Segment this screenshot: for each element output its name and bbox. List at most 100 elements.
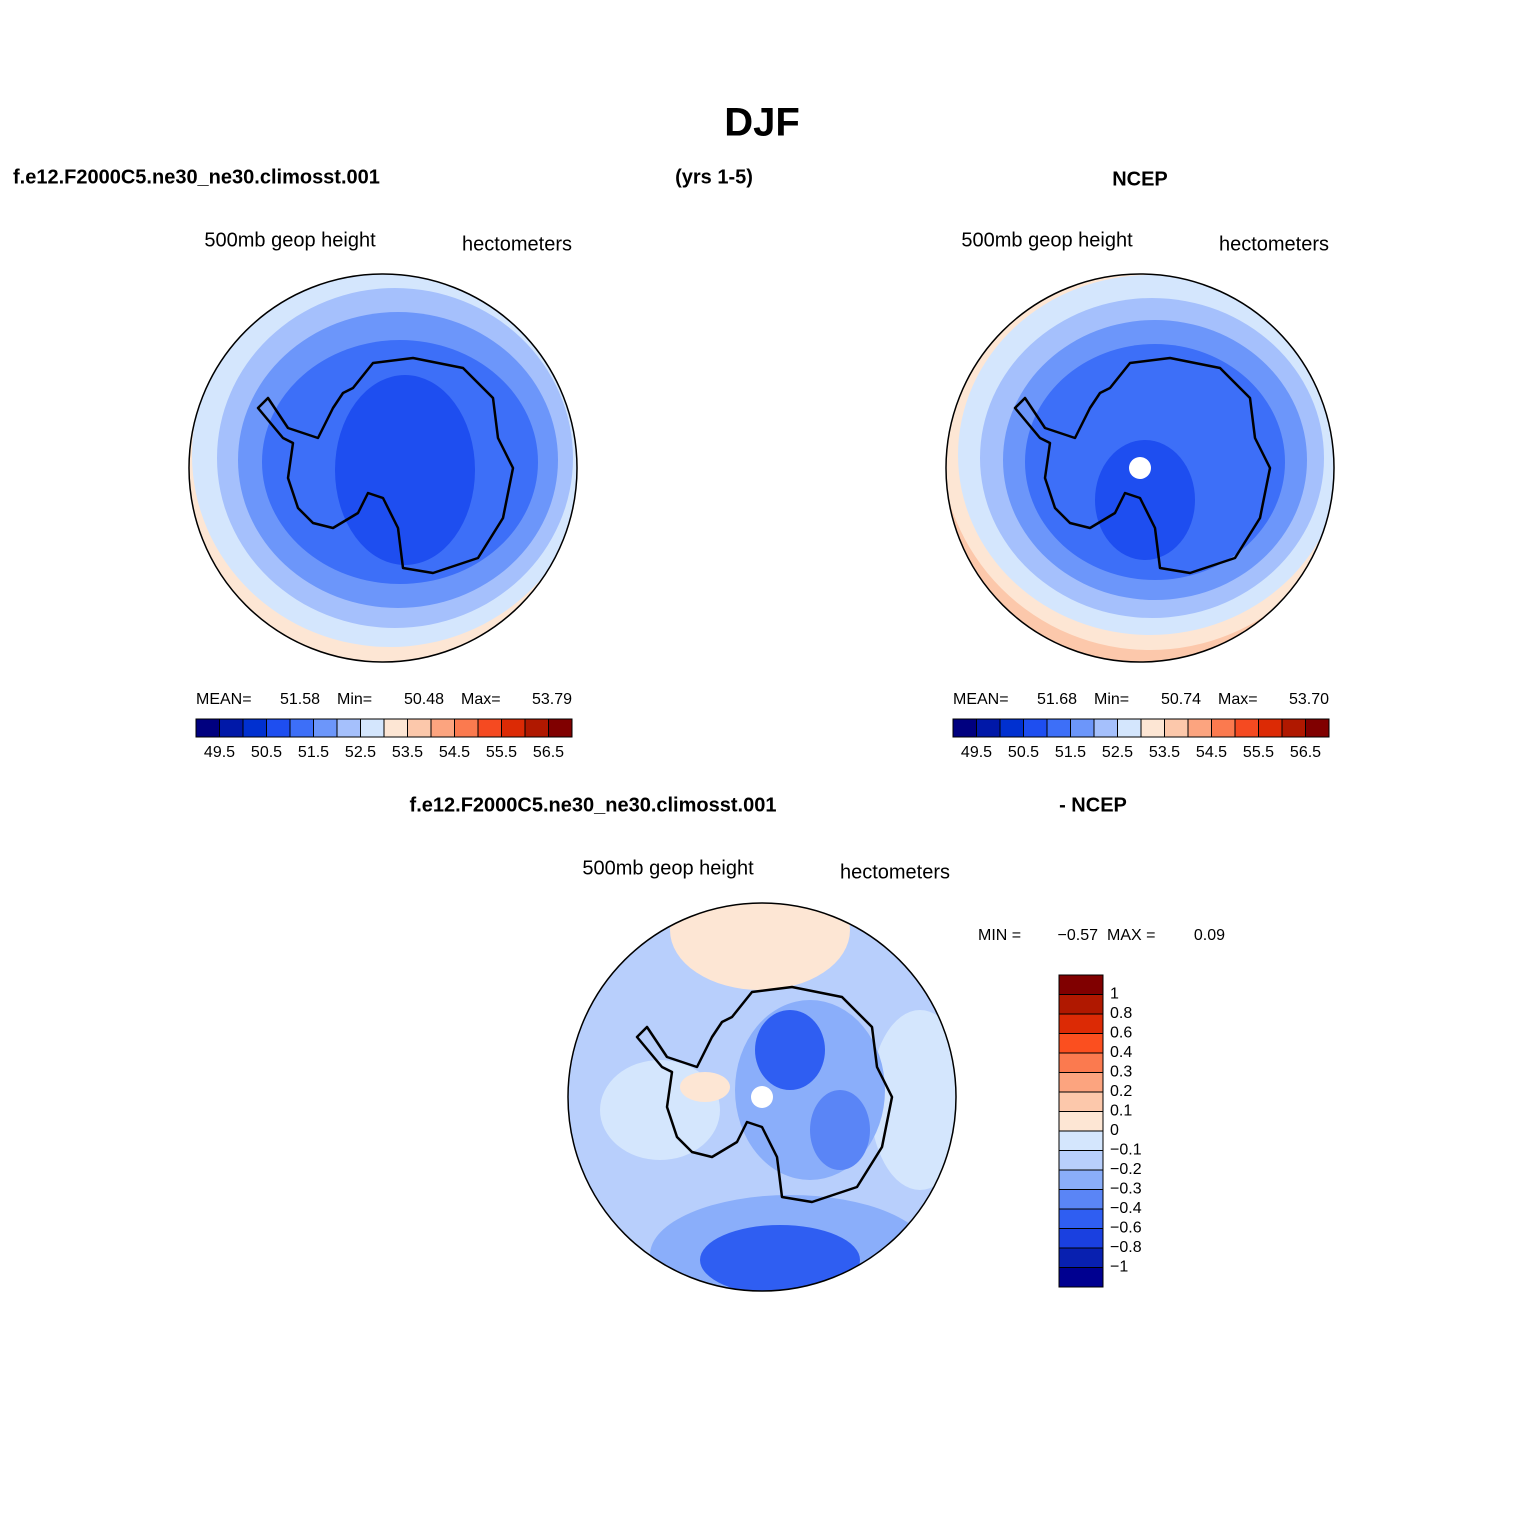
colorbar-label: 51.5 <box>298 744 329 761</box>
panel-header: (yrs 1-5) <box>675 166 753 188</box>
colorbar-box <box>1058 1150 1104 1171</box>
colorbar-label: 53.5 <box>1149 744 1180 761</box>
colorbar-box <box>548 718 573 738</box>
map-border <box>567 902 957 1292</box>
panel-header: - NCEP <box>1059 794 1127 816</box>
colorbar-box <box>1093 718 1118 738</box>
colorbar-label: 51.5 <box>1055 744 1086 761</box>
contour-map <box>189 274 577 662</box>
colorbar-box <box>407 718 432 738</box>
map-border <box>188 273 578 663</box>
colorbar-box <box>952 718 977 738</box>
colorbar-box <box>1046 718 1071 738</box>
stat-label: Min= <box>1094 691 1129 708</box>
colorbar-box <box>1305 718 1330 738</box>
variable-label: 500mb geop height <box>582 857 754 879</box>
colorbar-box <box>524 718 549 738</box>
colorbar-box <box>1140 718 1165 738</box>
colorbar-box <box>1058 1169 1104 1190</box>
colorbar-box <box>336 718 361 738</box>
colorbar-box <box>1058 1247 1104 1268</box>
colorbar-label: 1 <box>1110 986 1119 1003</box>
contour-map <box>946 274 1334 662</box>
colorbar-label: 0.2 <box>1110 1083 1132 1100</box>
contour-fill <box>1095 440 1195 560</box>
stat-label: MEAN= <box>196 691 252 708</box>
colorbar-label: 54.5 <box>1196 744 1227 761</box>
colorbar-box <box>1258 718 1283 738</box>
colorbar-label: 0.8 <box>1110 1005 1132 1022</box>
contour-fill <box>700 1225 860 1291</box>
contour-fill <box>810 1090 870 1170</box>
colorbar-label: 0 <box>1110 1122 1119 1139</box>
stat-value: 51.58 <box>280 691 320 708</box>
colorbar-label: −1 <box>1110 1259 1128 1276</box>
colorbar-label: −0.8 <box>1110 1239 1142 1256</box>
colorbar-box <box>1058 1033 1104 1054</box>
stat-label: MAX = <box>1107 927 1155 944</box>
colorbar-label: −0.4 <box>1110 1200 1142 1217</box>
panel-header: f.e12.F2000C5.ne30_ne30.climosst.001 <box>13 166 380 188</box>
colorbar-label: −0.6 <box>1110 1220 1142 1237</box>
colorbar-box <box>1117 718 1142 738</box>
colorbar-label: 49.5 <box>961 744 992 761</box>
units-label: hectometers <box>462 233 572 255</box>
colorbar-box <box>1164 718 1189 738</box>
stat-label: MIN = <box>978 927 1021 944</box>
colorbar-box <box>454 718 479 738</box>
colorbar-box <box>1058 1013 1104 1034</box>
colorbar-box <box>477 718 502 738</box>
colorbar-label: 54.5 <box>439 744 470 761</box>
colorbar-box <box>195 718 220 738</box>
colorbar-box <box>242 718 267 738</box>
colorbar-label: 55.5 <box>486 744 517 761</box>
stat-value: 50.74 <box>1161 691 1201 708</box>
pole-mask <box>1129 457 1151 479</box>
stat-label: Max= <box>1218 691 1258 708</box>
colorbar-box <box>999 718 1024 738</box>
colorbar-label: 52.5 <box>1102 744 1133 761</box>
colorbar-box <box>360 718 385 738</box>
colorbar-label: 0.6 <box>1110 1025 1132 1042</box>
colorbar-box <box>219 718 244 738</box>
colorbar-box <box>976 718 1001 738</box>
colorbar-box <box>1070 718 1095 738</box>
stat-value: 50.48 <box>404 691 444 708</box>
colorbar-box <box>1187 718 1212 738</box>
colorbar-box <box>430 718 455 738</box>
colorbar-label: −0.3 <box>1110 1181 1142 1198</box>
stat-value: −0.57 <box>1058 927 1099 944</box>
colorbar-label: 49.5 <box>204 744 235 761</box>
colorbar-box <box>1058 1072 1104 1093</box>
colorbar-label: 50.5 <box>1008 744 1039 761</box>
contour-fill <box>680 1072 730 1102</box>
colorbar-box <box>1058 1189 1104 1210</box>
colorbar-label: 0.1 <box>1110 1103 1132 1120</box>
contour-fill <box>755 1010 825 1090</box>
colorbar-label: 53.5 <box>392 744 423 761</box>
colorbar-box <box>266 718 291 738</box>
colorbar-box <box>313 718 338 738</box>
pole-mask <box>751 1086 773 1108</box>
contour-fill <box>670 903 850 990</box>
variable-label: 500mb geop height <box>961 229 1133 251</box>
colorbar-label: 56.5 <box>1290 744 1321 761</box>
colorbar-label: −0.2 <box>1110 1161 1142 1178</box>
colorbar-box <box>1058 1267 1104 1288</box>
panel-header: NCEP <box>1112 168 1168 190</box>
colorbar-box <box>1058 974 1104 995</box>
colorbar-label: 56.5 <box>533 744 564 761</box>
map-border <box>945 273 1335 663</box>
annotations: MEAN= 51.58 Min= 50.48 Max= 53.79 49.5 50.5 51.5… <box>195 691 1330 1288</box>
stat-value: 51.68 <box>1037 691 1077 708</box>
colorbar-box <box>1058 1111 1104 1132</box>
contour-fill <box>335 375 475 565</box>
title: DJF <box>724 101 800 145</box>
stat-value: 53.79 <box>532 691 572 708</box>
panel-header: f.e12.F2000C5.ne30_ne30.climosst.001 <box>410 794 777 816</box>
colorbar-box <box>1211 718 1236 738</box>
colorbar-label: 0.3 <box>1110 1064 1132 1081</box>
colorbar-label: 50.5 <box>251 744 282 761</box>
